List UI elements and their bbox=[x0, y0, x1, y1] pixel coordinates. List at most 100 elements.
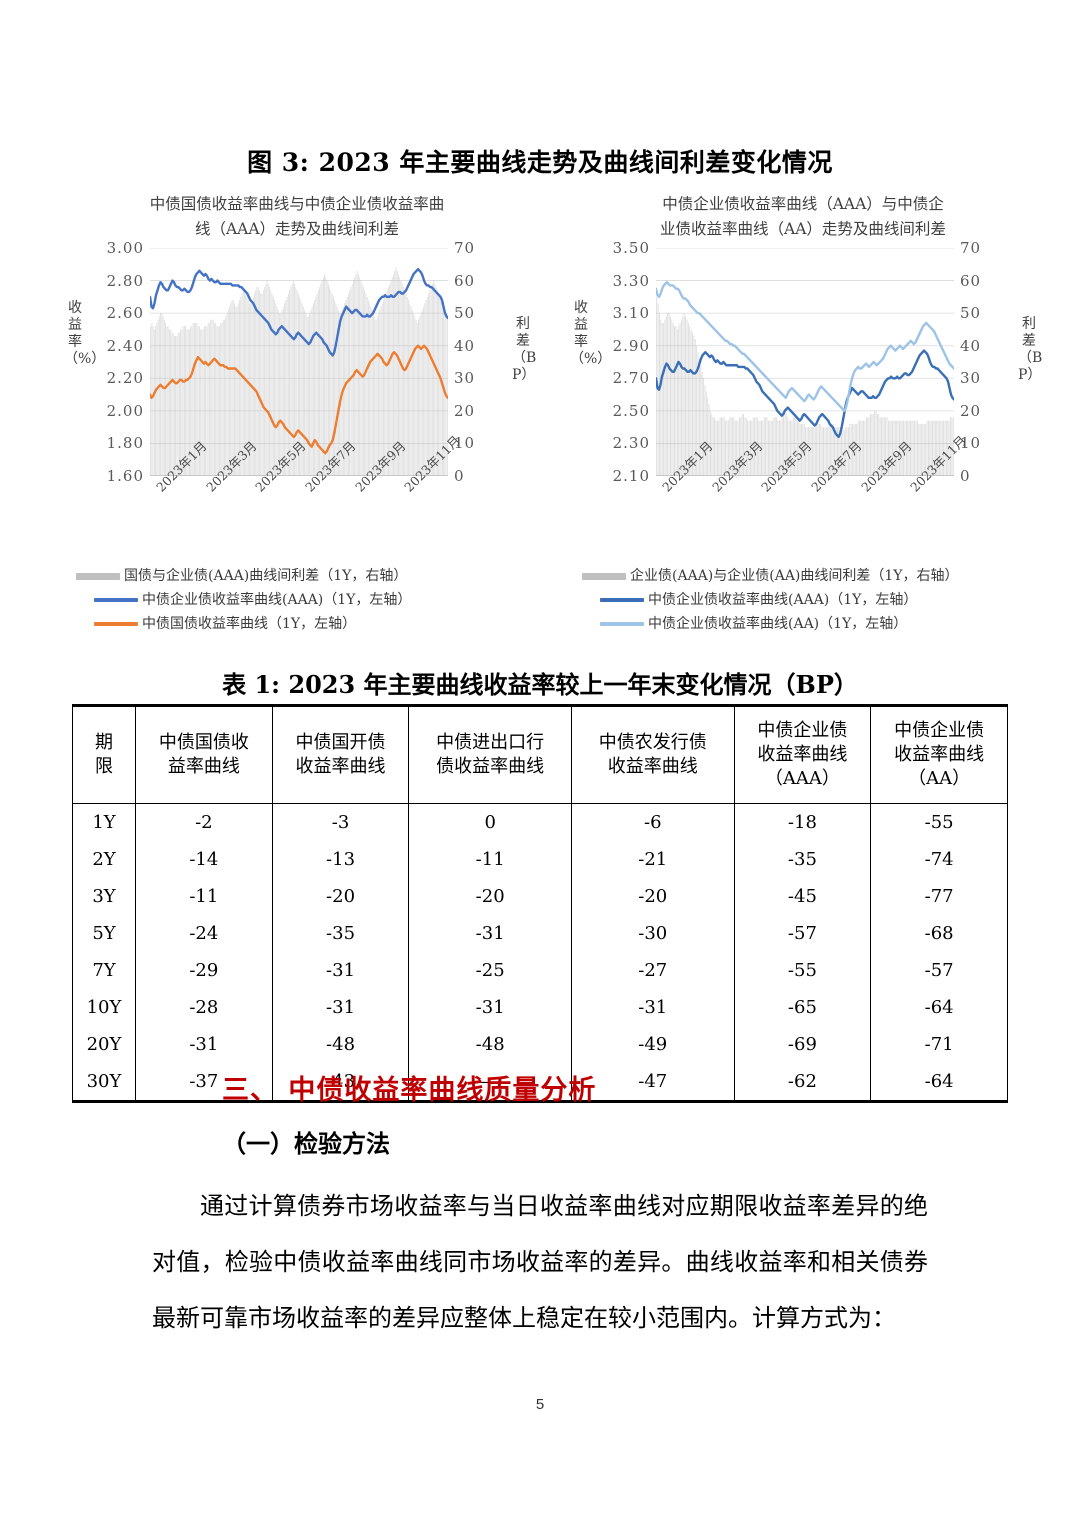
line-series bbox=[656, 349, 954, 439]
table-value-cell: -31 bbox=[570, 989, 735, 1026]
chart-left-title-line1: 中债国债收益率曲线与中债企业债收益率曲 bbox=[149, 195, 445, 213]
legend-swatch bbox=[76, 572, 120, 580]
chart-right-title-line1: 中债企业债收益率曲线（AAA）与中债企 bbox=[662, 195, 944, 213]
table-value-cell: -71 bbox=[870, 1026, 1008, 1063]
body-paragraph: 通过计算债券市场收益率与当日收益率曲线对应期限收益率差异的绝对值，检验中债收益率… bbox=[152, 1192, 928, 1332]
table-value-cell: -27 bbox=[570, 952, 735, 989]
table-value-cell: -28 bbox=[135, 989, 273, 1026]
table-head: 期限中债国债收 益率曲线 中债国开债 收益率曲线 中债进出口行 债收益率曲线 中债农发行债收… bbox=[72, 705, 1008, 804]
y2-tick-label: 30 bbox=[960, 369, 982, 388]
y2-tick-label: 50 bbox=[960, 304, 982, 323]
table-value-cell: -35 bbox=[733, 841, 872, 878]
table-value-cell: -47 bbox=[570, 1063, 735, 1103]
y-tick-label: 2.40 bbox=[106, 336, 144, 355]
legend-item[interactable]: 企业债(AAA)与企业债(AA)曲线间利差（1Y，右轴） bbox=[564, 564, 1042, 588]
table-value-cell: -3 bbox=[271, 803, 410, 841]
table-header-line: 中债企业债 bbox=[757, 720, 848, 741]
legend-swatch bbox=[600, 598, 644, 602]
table-value-cell: -24 bbox=[135, 915, 273, 952]
legend-swatch bbox=[94, 622, 138, 626]
chart-left-svg bbox=[150, 248, 448, 476]
table-header-line: 收益率曲线 bbox=[757, 744, 848, 765]
table-value-cell: -20 bbox=[570, 878, 735, 915]
table-value-cell: -31 bbox=[408, 989, 572, 1026]
yield-change-table: 期限中债国债收 益率曲线 中债国开债 收益率曲线 中债进出口行 债收益率曲线 中债农发行债收… bbox=[72, 704, 1008, 1103]
table-value-cell: -64 bbox=[870, 989, 1008, 1026]
table-value-cell: -43 bbox=[271, 1063, 410, 1103]
table-header-line: 限 bbox=[95, 756, 113, 777]
legend-label: 中债国债收益率曲线（1Y，左轴） bbox=[142, 616, 357, 632]
table-value-cell: -18 bbox=[733, 803, 872, 841]
table-value-cell: -13 bbox=[271, 841, 410, 878]
y-tick-label: 1.80 bbox=[106, 434, 144, 453]
table-value-cell: -49 bbox=[570, 1026, 735, 1063]
table-header-cell: 中债农发行债 收益率曲线 bbox=[570, 705, 735, 804]
table-row: 5Y -24 -35 -31 -30 -57 -68 bbox=[72, 915, 1008, 952]
table-header-cell: 期限 bbox=[72, 705, 136, 804]
table-value-cell: -31 bbox=[135, 1026, 273, 1063]
table-header-row: 期限中债国债收 益率曲线 中债国开债 收益率曲线 中债进出口行 债收益率曲线 中债农发行债收… bbox=[72, 705, 1008, 804]
bar-series bbox=[150, 267, 448, 476]
table-header-line: 收益率曲线 bbox=[607, 756, 698, 777]
table-header-line: 期 bbox=[95, 732, 113, 753]
table-value-cell: -69 bbox=[733, 1026, 872, 1063]
table-value-cell: -31 bbox=[271, 989, 410, 1026]
chart-left-y2-axis-label: 利差（BP） bbox=[512, 316, 537, 383]
legend-item[interactable]: 国债与企业债(AAA)曲线间利差（1Y，右轴） bbox=[58, 564, 536, 588]
y-tick-label: 2.80 bbox=[106, 271, 144, 290]
table-value-cell: -68 bbox=[870, 915, 1008, 952]
table-value-cell: -55 bbox=[870, 803, 1008, 841]
chart-right-title-line2: 业债收益率曲线（AA）走势及曲线间利差 bbox=[660, 220, 946, 238]
y-tick-label: 3.30 bbox=[612, 271, 650, 290]
table-value-cell: -57 bbox=[870, 952, 1008, 989]
table-value-cell: -55 bbox=[733, 952, 872, 989]
table-header-line: 债收益率曲线 bbox=[436, 756, 545, 777]
y2-tick-label: 30 bbox=[454, 369, 476, 388]
legend-item[interactable]: 中债国债收益率曲线（1Y，左轴） bbox=[58, 612, 536, 636]
table-value-cell: -35 bbox=[271, 915, 410, 952]
table-row: 30Y -37 -43 —— -47 -62 -64 bbox=[72, 1063, 1008, 1103]
y-tick-label: 3.50 bbox=[612, 239, 650, 257]
line-series bbox=[150, 267, 448, 357]
subsection-heading: （一）检验方法 bbox=[222, 1129, 390, 1158]
table-value-cell: -64 bbox=[870, 1063, 1008, 1103]
figure-caption: 图 3: 2023 年主要曲线走势及曲线间利差变化情况 bbox=[247, 148, 833, 177]
table-body: 1Y -2 -3 0 -6 -18 -55 2Y -14 -13 -11 -21 -35 -74 3Y -11… bbox=[72, 803, 1008, 1103]
table-term-cell: 3Y bbox=[72, 878, 136, 915]
section-heading: 三、 中债收益率曲线质量分析 bbox=[222, 1075, 597, 1106]
table-caption: 表 1: 2023 年主要曲线收益率较上一年末变化情况（BP） bbox=[222, 670, 858, 699]
chart-right-title: 中债企业债收益率曲线（AAA）与中债企 业债收益率曲线（AA）走势及曲线间利差 bbox=[564, 192, 1042, 242]
y-tick-label: 2.90 bbox=[612, 336, 650, 355]
legend-item[interactable]: 中债企业债收益率曲线(AAA)（1Y，左轴） bbox=[58, 588, 536, 612]
table-term-cell: 2Y bbox=[72, 841, 136, 878]
table-value-cell: -14 bbox=[135, 841, 273, 878]
y2-tick-label: 40 bbox=[960, 336, 982, 355]
table-row: 3Y -11 -20 -20 -20 -45 -77 bbox=[72, 878, 1008, 915]
table-term-cell: 30Y bbox=[72, 1063, 136, 1103]
chart-right-plot-area: 收益率（%） 3.50 3.30 3.10 2.90 2.70 2.50 2.30 2.10 … bbox=[564, 239, 1042, 495]
table-header-line: 收益率曲线 bbox=[295, 756, 386, 777]
table-value-cell: -25 bbox=[408, 952, 572, 989]
table-value-cell: -29 bbox=[135, 952, 273, 989]
table-value-cell: -77 bbox=[870, 878, 1008, 915]
table-value-cell: -11 bbox=[135, 878, 273, 915]
y-tick-label: 2.30 bbox=[612, 434, 650, 453]
y-tick-label: 2.00 bbox=[106, 401, 144, 420]
table-value-cell: -21 bbox=[570, 841, 735, 878]
chart-right: 中债企业债收益率曲线（AAA）与中债企 业债收益率曲线（AA）走势及曲线间利差 … bbox=[564, 192, 1042, 632]
line-series bbox=[656, 281, 954, 413]
y2-tick-label: 60 bbox=[454, 271, 476, 290]
y2-tick-label: 50 bbox=[454, 304, 476, 323]
table-value-cell: -65 bbox=[733, 989, 872, 1026]
table-value-cell: -30 bbox=[570, 915, 735, 952]
table-term-cell: 20Y bbox=[72, 1026, 136, 1063]
y-tick-label: 3.10 bbox=[612, 304, 650, 323]
legend-label: 中债企业债收益率曲线(AAA)（1Y，左轴） bbox=[142, 592, 412, 608]
legend-item[interactable]: 中债企业债收益率曲线(AA)（1Y，左轴） bbox=[564, 612, 1042, 636]
table-row: 1Y -2 -3 0 -6 -18 -55 bbox=[72, 803, 1008, 841]
table-header-line: 中债企业债 bbox=[894, 720, 985, 741]
legend-item[interactable]: 中债企业债收益率曲线(AAA)（1Y，左轴） bbox=[564, 588, 1042, 612]
table-value-cell: -11 bbox=[408, 841, 572, 878]
y-tick-label: 2.10 bbox=[612, 467, 650, 485]
y-tick-label: 2.50 bbox=[612, 401, 650, 420]
